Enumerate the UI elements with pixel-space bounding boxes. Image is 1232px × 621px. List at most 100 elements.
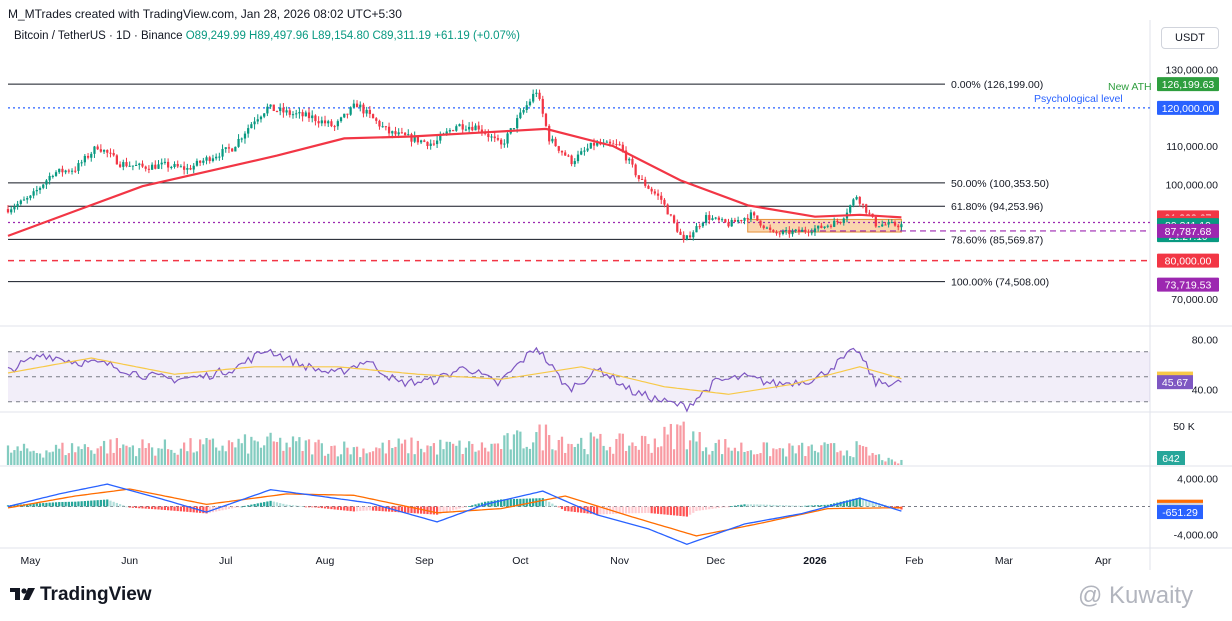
macd-histogram-bar <box>13 504 16 507</box>
macd-histogram-bar <box>301 506 304 507</box>
candle-body <box>416 136 420 143</box>
volume-bar <box>416 440 420 465</box>
macd-histogram-bar <box>275 502 279 507</box>
symbol-name[interactable]: Bitcoin / TetherUS · 1D · Binance <box>14 30 183 42</box>
time-axis-label: Jun <box>121 555 138 567</box>
macd-histogram-bar <box>461 506 464 508</box>
macd-histogram-bar <box>759 504 762 507</box>
candle-body <box>61 168 64 173</box>
volume-bar <box>150 447 154 465</box>
macd-histogram-bar <box>240 506 243 508</box>
candle-body <box>106 149 109 153</box>
volume-bar <box>77 446 80 465</box>
macd-histogram-bar <box>612 506 615 514</box>
volume-bar <box>314 442 317 465</box>
volume-bar <box>106 453 109 465</box>
volume-bar <box>893 461 897 465</box>
macd-histogram-bar <box>807 505 810 507</box>
volume-bar <box>775 449 778 465</box>
macd-histogram-bar <box>724 506 727 508</box>
volume-bar <box>202 444 205 465</box>
volume-bar <box>477 450 480 465</box>
candle-body <box>67 170 70 172</box>
macd-histogram-bar <box>355 506 359 512</box>
volume-bar <box>336 456 339 465</box>
candle-body <box>362 104 365 114</box>
volume-bar <box>765 442 769 465</box>
candle-body <box>26 198 29 200</box>
candle-body <box>154 164 157 169</box>
volume-bar <box>810 444 813 465</box>
volume-bar <box>455 445 458 465</box>
candle-body <box>842 218 845 223</box>
tradingview-brand[interactable]: TradingView <box>10 584 152 606</box>
candle-body <box>375 118 378 121</box>
volume-bar <box>102 440 106 465</box>
macd-histogram-bar <box>753 504 756 507</box>
candle-body <box>628 158 631 161</box>
macd-histogram-bar <box>359 506 362 512</box>
candle-body <box>682 234 685 240</box>
macd-histogram-bar <box>400 506 403 513</box>
macd-histogram-bar <box>480 502 484 507</box>
macd-histogram-bar <box>407 506 410 513</box>
volume-bar <box>471 443 474 465</box>
candle-body <box>807 231 810 233</box>
volume-bar <box>496 443 500 465</box>
volume-bar <box>474 451 477 465</box>
candle-body <box>240 138 243 140</box>
candle-body <box>586 148 589 151</box>
candle-body <box>794 229 797 232</box>
candle-body <box>778 233 781 235</box>
volume-bar <box>6 445 10 465</box>
candle-body <box>829 225 833 227</box>
candle-body <box>6 209 10 213</box>
macd-histogram-bar <box>676 506 679 516</box>
macd-histogram-bar <box>653 506 656 514</box>
macd-histogram-bar <box>852 498 855 507</box>
volume-bar <box>788 443 791 465</box>
candle-body <box>471 126 474 131</box>
volume-bar <box>368 452 371 465</box>
volume-bar <box>525 446 528 465</box>
macd-histogram-bar <box>67 501 70 507</box>
volume-bar <box>74 452 77 465</box>
candle-body <box>685 235 688 240</box>
volume-bar <box>538 424 541 465</box>
volume-value-tag <box>1157 451 1185 465</box>
candle-body <box>346 113 349 115</box>
macd-histogram-bar <box>173 506 176 511</box>
volume-bar <box>13 450 16 465</box>
volume-bar <box>733 447 737 465</box>
candle-body <box>464 129 468 131</box>
volume-bar <box>656 447 660 465</box>
volume-bar <box>295 441 298 465</box>
candle-body <box>576 154 580 162</box>
candle-body <box>503 143 506 145</box>
candle-body <box>90 153 93 158</box>
volume-bar <box>877 454 881 465</box>
candle-body <box>868 212 871 214</box>
volume-bar <box>301 451 304 465</box>
macd-histogram-bar <box>778 505 781 507</box>
volume-bar <box>743 451 746 465</box>
volume-bar <box>61 442 64 465</box>
volume-bar <box>791 445 794 465</box>
macd-histogram-bar <box>45 502 48 507</box>
volume-bar <box>666 434 669 465</box>
volume-bar <box>445 441 448 465</box>
volume-bar <box>163 439 167 465</box>
candle-body <box>19 200 22 204</box>
macd-histogram-bar <box>166 506 170 511</box>
volume-bar <box>333 445 336 465</box>
macd-histogram-bar <box>493 500 496 507</box>
macd-histogram-bar <box>352 506 355 512</box>
volume-bar <box>263 445 266 465</box>
macd-histogram-bar <box>631 506 634 514</box>
currency-selector[interactable]: USDT <box>1161 27 1219 49</box>
macd-histogram-bar <box>666 506 669 515</box>
candle-body <box>218 156 221 158</box>
volume-bar <box>897 463 900 465</box>
volume-bar <box>624 450 628 465</box>
